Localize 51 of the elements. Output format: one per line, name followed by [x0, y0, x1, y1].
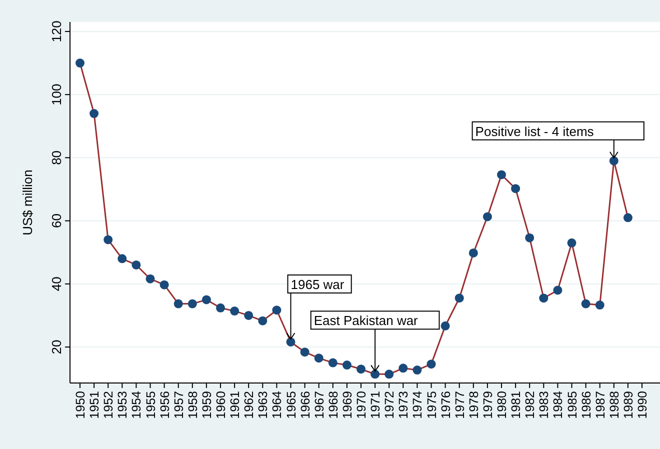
x-tick-label: 1985	[565, 390, 580, 419]
y-tick-label: 40	[49, 276, 64, 292]
x-tick-label: 1961	[228, 390, 242, 419]
x-tick-label: 1978	[466, 390, 481, 419]
x-tick-label: 1969	[340, 390, 354, 419]
x-tick-label: 1987	[593, 390, 608, 419]
x-tick-label: 1952	[102, 390, 116, 419]
x-tick-label: 1977	[452, 390, 467, 419]
x-tick-label: 1984	[551, 390, 566, 419]
x-tick-label: 1972	[382, 390, 397, 419]
y-axis-title: US$ million	[20, 170, 35, 236]
x-tick-label: 1962	[242, 390, 256, 419]
x-tick-label: 1954	[130, 390, 144, 419]
x-tick-label: 1986	[579, 390, 594, 419]
x-tick-label: 1968	[326, 390, 340, 419]
x-tick-label: 1982	[523, 390, 538, 419]
x-tick-label: 1960	[214, 390, 228, 419]
x-tick-label: 1953	[116, 390, 130, 419]
y-tick-label: 80	[49, 150, 64, 165]
x-tick-label: 1970	[354, 390, 368, 419]
y-tick-label: 20	[49, 340, 64, 354]
x-tick-label: 1979	[480, 390, 495, 419]
x-tick-label: 1950	[74, 390, 88, 419]
x-tick-label: 1957	[172, 390, 186, 419]
x-tick-label: 1973	[396, 390, 411, 419]
x-tick-label: 1963	[256, 390, 270, 419]
annotation: East Pakistan war	[314, 313, 419, 328]
x-tick-label: 1955	[144, 390, 158, 419]
x-tick-label: 1990	[636, 390, 650, 419]
x-tick-label: 1964	[270, 390, 284, 419]
x-tick-label: 1967	[312, 390, 326, 419]
x-tick-label: 1959	[200, 390, 214, 419]
x-tick-label: 1965	[284, 390, 298, 419]
x-tick-label: 1958	[186, 390, 200, 419]
x-tick-label: 1988	[607, 390, 622, 419]
x-tick-label: 1976	[438, 390, 453, 419]
x-tick-label: 1971	[368, 390, 383, 419]
x-tick-label: 1974	[410, 390, 425, 419]
x-tick-label: 1966	[298, 390, 312, 419]
y-tick-label: 60	[49, 214, 64, 228]
annotation: Positive list - 4 items	[475, 124, 594, 139]
y-tick-label: 100	[49, 84, 64, 106]
x-tick-label: 1975	[424, 390, 439, 419]
x-tick-label: 1951	[88, 390, 102, 419]
x-tick-label: 1981	[509, 390, 524, 419]
x-tick-label: 1983	[537, 390, 552, 419]
x-tick-label: 1980	[495, 390, 509, 419]
y-tick-label: 120	[49, 20, 64, 42]
annotation: 1965 war	[290, 276, 345, 292]
x-tick-label: 1956	[158, 390, 172, 419]
x-tick-label: 1989	[621, 390, 636, 419]
